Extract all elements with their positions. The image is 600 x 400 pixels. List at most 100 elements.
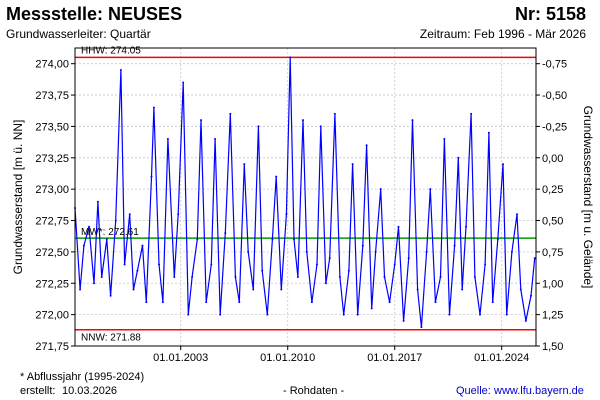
data-point <box>479 313 482 316</box>
data-point <box>166 137 169 140</box>
data-point <box>519 288 522 291</box>
data-point <box>491 301 494 304</box>
data-point <box>191 275 194 278</box>
y-tick-label: 272,75 <box>35 216 69 228</box>
data-point <box>305 250 308 253</box>
data-point <box>407 257 410 260</box>
data-point <box>470 112 473 115</box>
source-label: Quelle: <box>456 385 491 397</box>
data-point <box>229 112 232 115</box>
y2-tick-label: 0,25 <box>542 184 563 196</box>
data-point <box>425 250 428 253</box>
y2-axis-title: Grundwasserstand [m u. Gelände] <box>581 106 595 289</box>
data-point <box>145 301 148 304</box>
data-point <box>448 313 451 316</box>
aquifer-label: Grundwasserleiter: Quartär <box>6 27 151 41</box>
data-point <box>388 301 391 304</box>
x-tick-label: 01.01.2003 <box>153 352 208 364</box>
data-point <box>200 119 203 122</box>
data-point <box>443 137 446 140</box>
data-point <box>356 313 359 316</box>
station-number: Nr: 5158 <box>514 4 586 24</box>
data-point <box>342 313 345 316</box>
y-tick-label: 273,75 <box>35 90 69 102</box>
y2-tick-label: -0,75 <box>542 59 567 71</box>
data-point <box>487 131 490 134</box>
data-point <box>132 288 135 291</box>
data-point <box>243 163 246 166</box>
data-point <box>529 294 532 297</box>
created-label: erstellt: <box>20 385 56 397</box>
reference-line-label: MW*: 272.61 <box>81 227 139 238</box>
data-point <box>105 238 108 241</box>
data-point <box>234 275 237 278</box>
data-point <box>100 275 103 278</box>
data-point <box>453 244 456 247</box>
data-point <box>510 250 513 253</box>
data-point <box>96 200 99 203</box>
data-point <box>266 313 269 316</box>
reference-line-label: HHW: 274.05 <box>81 45 141 56</box>
data-point <box>123 263 126 266</box>
data-point <box>516 213 519 216</box>
data-point <box>271 238 274 241</box>
data-point <box>533 257 536 260</box>
data-point <box>196 238 199 241</box>
data-point <box>275 175 278 178</box>
data-point <box>379 188 382 191</box>
y-tick-label: 274,00 <box>35 59 69 71</box>
data-point <box>238 301 241 304</box>
data-point <box>315 263 318 266</box>
data-point <box>347 269 350 272</box>
data-point <box>82 244 85 247</box>
data-point <box>501 163 504 166</box>
data-point <box>473 275 476 278</box>
data-point <box>173 275 176 278</box>
y2-tick-label: 1,50 <box>542 341 563 353</box>
data-point <box>289 56 292 59</box>
data-point <box>280 288 283 291</box>
data-point <box>109 294 112 297</box>
data-point <box>301 119 304 122</box>
reference-line-label: NNW: 271.88 <box>81 333 141 344</box>
data-point <box>383 275 386 278</box>
data-point <box>158 263 161 266</box>
y-tick-label: 272,25 <box>35 278 69 290</box>
data-point <box>161 301 164 304</box>
data-point <box>88 225 91 228</box>
data-point <box>285 213 288 216</box>
data-point <box>465 225 468 228</box>
data-point <box>219 313 222 316</box>
data-point <box>182 81 185 84</box>
plot-frame <box>74 47 537 347</box>
data-point <box>338 275 341 278</box>
y-axis-title: Grundwasserstand [m ü. NN] <box>11 120 25 275</box>
y2-tick-label: 0,75 <box>542 247 563 259</box>
data-point <box>114 219 117 222</box>
data-point <box>214 137 217 140</box>
x-tick-label: 01.01.2010 <box>260 352 315 364</box>
data-point <box>257 125 260 128</box>
y-tick-label: 271,75 <box>35 341 69 353</box>
data-point <box>128 213 131 216</box>
y2-tick-label: -0,50 <box>542 90 567 102</box>
data-point <box>505 313 508 316</box>
data-point <box>150 175 153 178</box>
data-point <box>324 282 327 285</box>
y-tick-label: 273,00 <box>35 184 69 196</box>
data-point <box>319 125 322 128</box>
data-point <box>93 282 96 285</box>
data-point <box>177 213 180 216</box>
data-point <box>393 263 396 266</box>
data-point <box>420 326 423 329</box>
x-tick-label: 01.01.2024 <box>474 352 529 364</box>
data-point <box>187 313 190 316</box>
y-tick-label: 273,50 <box>35 121 69 133</box>
data-point <box>429 188 432 191</box>
source-link[interactable]: www.lfu.bayern.de <box>494 385 584 397</box>
data-point <box>461 288 464 291</box>
y-tick-label: 272,50 <box>35 247 69 259</box>
data-point <box>484 263 487 266</box>
y-tick-label: 272,00 <box>35 310 69 322</box>
